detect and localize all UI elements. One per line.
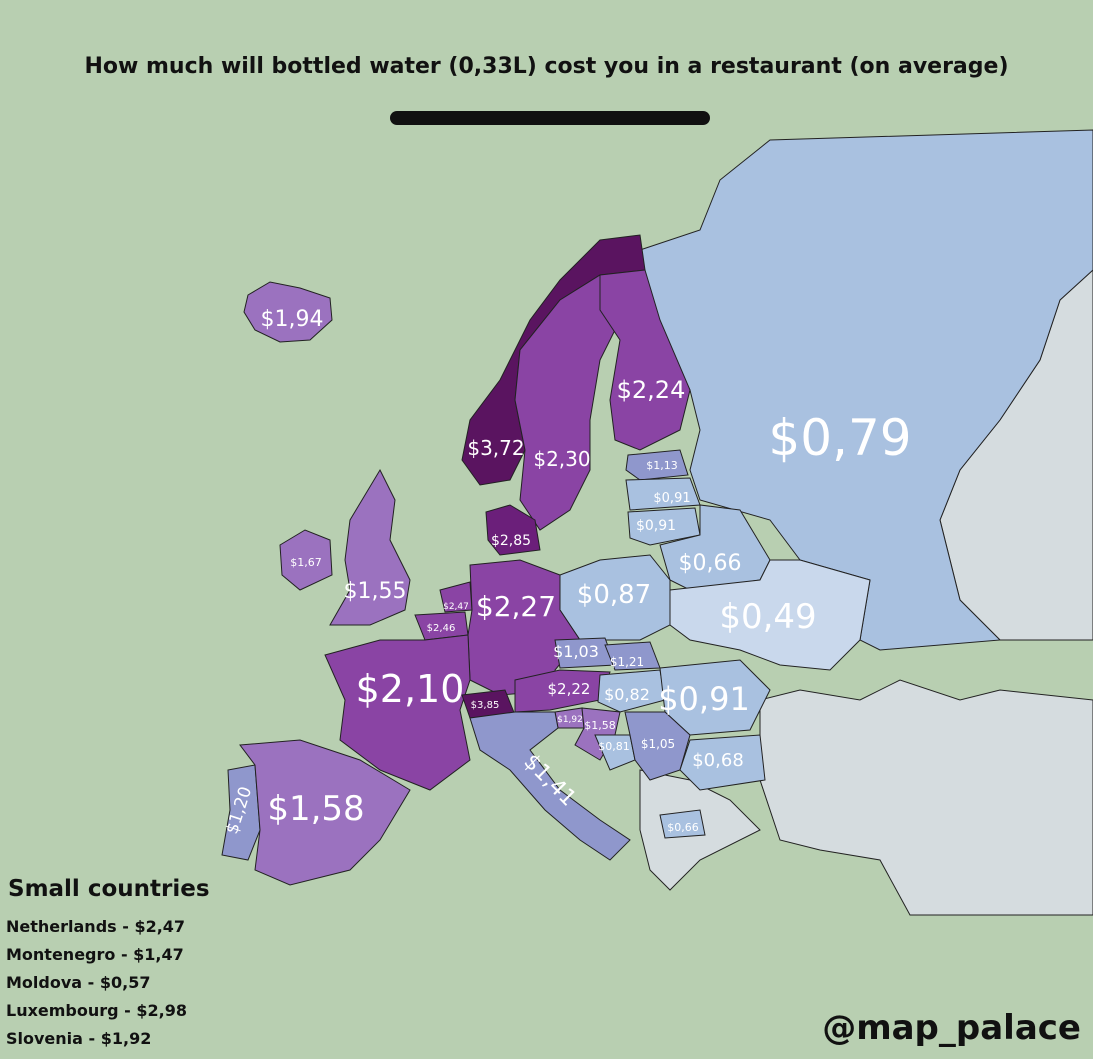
label-north-macedonia: $0,66 — [667, 821, 699, 834]
region-ireland — [279, 529, 333, 591]
region-uk — [329, 468, 411, 626]
label-germany: $2,27 — [476, 590, 556, 623]
region-hungary — [597, 669, 666, 713]
list-item: Netherlands - $2,47 — [6, 917, 186, 936]
region-bulgaria — [679, 734, 766, 791]
label-hungary: $0,82 — [604, 685, 650, 704]
label-slovenia: $1,92 — [557, 715, 583, 725]
map-title: How much will bottled water (0,33L) cost… — [84, 54, 1009, 79]
title-underline — [390, 111, 710, 125]
label-sweden: $2,30 — [533, 447, 590, 471]
label-denmark: $2,85 — [491, 533, 531, 549]
region-lithuania — [627, 507, 701, 546]
label-croatia: $1,58 — [584, 719, 616, 732]
label-slovakia: $1,21 — [610, 655, 644, 669]
list-item: Luxembourg - $2,98 — [6, 1001, 187, 1020]
label-italy: $1,41 — [518, 749, 580, 811]
region-finland — [599, 269, 691, 451]
label-ukraine: $0,49 — [719, 597, 816, 637]
region-iceland — [243, 281, 333, 343]
label-netherlands: $2,47 — [443, 602, 469, 612]
label-romania: $0,91 — [658, 680, 750, 718]
region-italy — [469, 711, 631, 861]
label-belarus: $0,66 — [679, 551, 742, 576]
label-austria: $2,22 — [548, 680, 591, 698]
label-lithuania: $0,91 — [636, 518, 676, 534]
label-ireland: $1,67 — [290, 556, 322, 569]
label-iceland: $1,94 — [261, 307, 324, 332]
region-russia — [639, 129, 1093, 651]
region-no-data-south — [759, 679, 1093, 916]
list-item: Moldova - $0,57 — [6, 973, 151, 992]
label-norway: $3,72 — [467, 436, 524, 460]
list-item: Slovenia - $1,92 — [6, 1029, 152, 1048]
label-portugal: $1,20 — [222, 784, 256, 836]
region-spain — [239, 739, 411, 886]
label-estonia: $1,13 — [646, 459, 678, 472]
label-latvia: $0,91 — [653, 491, 690, 506]
region-north-macedonia — [659, 809, 706, 839]
label-czechia: $1,03 — [553, 642, 599, 661]
list-item: Montenegro - $1,47 — [6, 945, 184, 964]
label-bosnia: $0,81 — [598, 740, 630, 753]
label-bulgaria: $0,68 — [692, 750, 744, 771]
region-ukraine — [669, 559, 871, 671]
small-countries-heading: Small countries — [8, 876, 210, 902]
region-denmark — [485, 504, 541, 556]
label-russia: $0,79 — [768, 409, 911, 467]
label-finland: $2,24 — [617, 376, 686, 404]
label-uk: $1,55 — [344, 579, 407, 604]
region-estonia — [625, 449, 689, 481]
small-countries-list: Netherlands - $2,47 Montenegro - $1,47 M… — [6, 916, 187, 1056]
label-france: $2,10 — [356, 667, 465, 711]
label-spain: $1,58 — [267, 789, 364, 829]
region-france — [324, 634, 471, 791]
label-belgium: $2,46 — [427, 623, 456, 634]
region-croatia — [574, 707, 621, 761]
label-switzerland: $3,85 — [471, 700, 500, 711]
label-serbia: $1,05 — [641, 737, 675, 751]
credit-handle: @map_palace — [822, 1008, 1081, 1048]
region-serbia — [624, 711, 691, 781]
label-poland: $0,87 — [577, 580, 651, 610]
